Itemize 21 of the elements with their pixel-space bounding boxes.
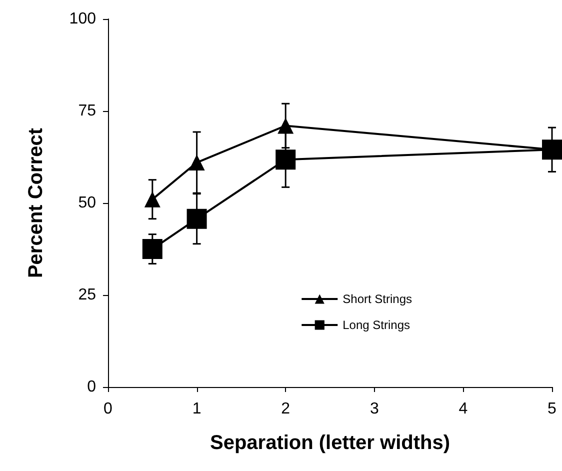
y-tick-label: 75: [78, 102, 96, 120]
point: [142, 239, 162, 259]
x-tick-label: 1: [192, 400, 202, 418]
x-tick-label: 0: [104, 400, 113, 418]
legend-label: Short Strings: [342, 292, 412, 306]
y-axis-title: Percent Correct: [25, 128, 47, 278]
y-tick-label: 50: [78, 194, 96, 212]
x-tick-label: 4: [458, 400, 468, 418]
y-tick-label: 100: [69, 10, 96, 28]
point: [144, 191, 160, 208]
y-tick-label: 25: [78, 286, 96, 304]
point: [188, 154, 205, 171]
x-axis-title: Separation (letter widths): [210, 432, 450, 454]
x-tick-label: 5: [548, 400, 557, 418]
y-tick-label: 0: [87, 378, 96, 396]
legend-label: Long Strings: [342, 318, 410, 332]
point: [278, 118, 294, 134]
point: [186, 208, 207, 229]
x-tick-label: 3: [370, 400, 379, 418]
point: [276, 150, 296, 170]
x-tick-label: 2: [281, 400, 290, 418]
